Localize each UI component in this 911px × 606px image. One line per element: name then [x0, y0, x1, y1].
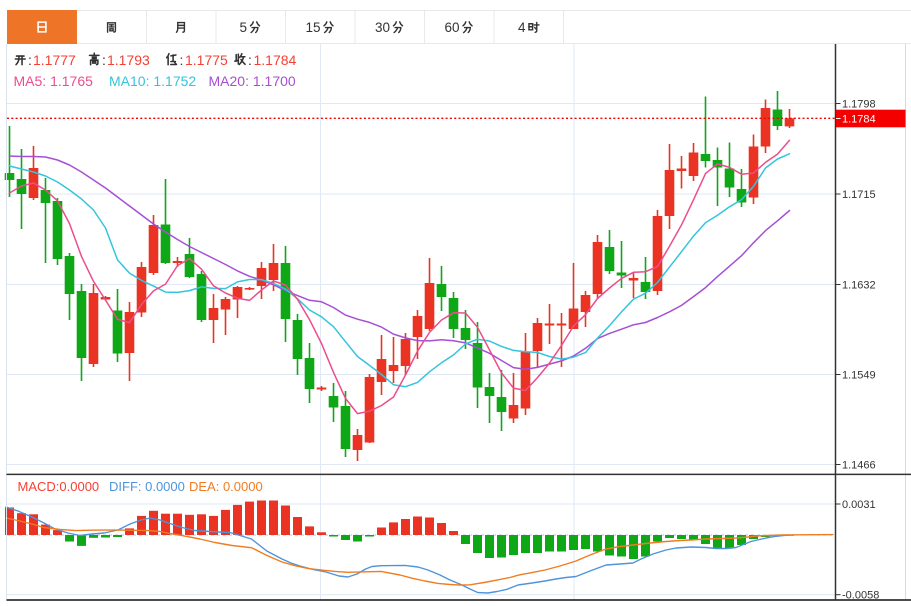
svg-text:5: 5 — [239, 20, 247, 35]
svg-text:1.1466: 1.1466 — [842, 459, 876, 471]
svg-text:30: 30 — [375, 20, 390, 35]
svg-text:MACD:0.0000: MACD:0.0000 — [18, 479, 100, 494]
svg-text:-0.0058: -0.0058 — [842, 590, 879, 602]
svg-text:DIFF: 0.0000: DIFF: 0.0000 — [109, 479, 185, 494]
svg-text::: : — [248, 52, 252, 68]
svg-text::: : — [180, 52, 184, 68]
svg-text::: : — [102, 52, 106, 68]
svg-text:4: 4 — [518, 20, 526, 35]
svg-text:15: 15 — [305, 20, 320, 35]
svg-text:1.1775: 1.1775 — [185, 52, 228, 68]
svg-text:60: 60 — [444, 20, 459, 35]
svg-text:1.1784: 1.1784 — [842, 114, 876, 126]
svg-text::: : — [28, 52, 32, 68]
svg-text:0.0031: 0.0031 — [842, 499, 876, 511]
svg-text:1.1777: 1.1777 — [33, 52, 76, 68]
svg-text:MA10: 1.1752: MA10: 1.1752 — [109, 73, 196, 89]
svg-text:DEA: 0.0000: DEA: 0.0000 — [189, 479, 263, 494]
svg-text:MA20: 1.1700: MA20: 1.1700 — [209, 73, 296, 89]
svg-text:1.1632: 1.1632 — [842, 279, 876, 291]
svg-text:1.1798: 1.1798 — [842, 98, 876, 110]
svg-text:MA5: 1.1765: MA5: 1.1765 — [14, 73, 94, 89]
svg-text:1.1715: 1.1715 — [842, 189, 876, 201]
svg-text:1.1793: 1.1793 — [107, 52, 150, 68]
svg-text:1.1549: 1.1549 — [842, 369, 876, 381]
svg-text:1.1784: 1.1784 — [254, 52, 297, 68]
